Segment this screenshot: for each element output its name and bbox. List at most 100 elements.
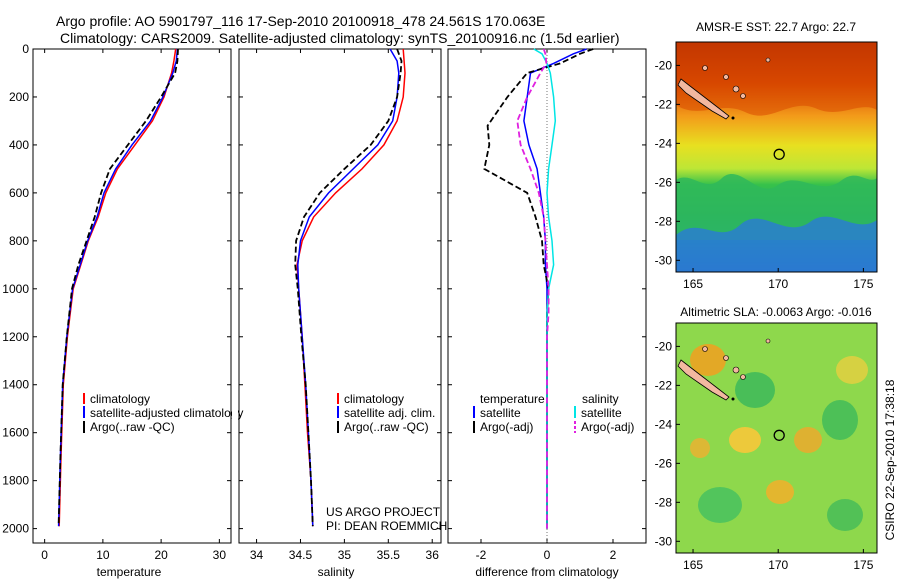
depth-tick-label: 1400 xyxy=(2,378,29,392)
x-tick-label: 34 xyxy=(250,548,264,562)
difference-xlabel: difference from climatology xyxy=(475,565,618,579)
sla-map-title: Altimetric SLA: -0.0063 Argo: -0.016 xyxy=(680,305,872,319)
sst-map-frame xyxy=(675,41,878,273)
island-marker xyxy=(731,116,735,120)
salinity-xlabel: salinity xyxy=(318,565,355,579)
difference-series xyxy=(483,48,594,529)
temperature-legend: climatology satellite-adjusted climatolo… xyxy=(83,392,243,434)
series-line-salinity-argo-adj xyxy=(516,48,550,529)
header-line1: Argo profile: AO 5901797_116 17-Sep-2010… xyxy=(56,13,545,29)
map-y-tick-label: -22 xyxy=(655,378,673,392)
argo-location-marker xyxy=(773,429,785,441)
map-y-tick-label: -26 xyxy=(655,456,673,470)
x-tick-label: 2 xyxy=(610,548,617,562)
salinity-axes: 34 34.5 35 35.5 36 xyxy=(239,48,441,562)
salinity-legend: climatology satellite adj. clim. Argo(..… xyxy=(337,392,435,434)
map-x-tick-label: 175 xyxy=(853,558,873,572)
x-tick-label: 34.5 xyxy=(289,548,313,562)
map-x-tick-label: 165 xyxy=(683,277,703,291)
depth-tick-label: 1600 xyxy=(2,426,29,440)
series-line-argo-raw-qc xyxy=(294,48,403,527)
new-caledonia-land xyxy=(677,78,730,120)
island-marker xyxy=(731,397,735,401)
island-marker xyxy=(740,374,746,380)
sst-warm-tongue xyxy=(676,42,877,116)
legend-title-temperature: temperature xyxy=(480,392,545,406)
x-tick-label: 30 xyxy=(213,548,227,562)
sla-high-anomaly xyxy=(836,356,868,384)
sst-map-field xyxy=(676,42,877,272)
legend-label-temp-argo: Argo(-adj) xyxy=(480,420,533,434)
map-y-tick-label: -22 xyxy=(655,97,673,111)
sst-map-axes: 165 170 175 -20 -22 -24 -26 -28 -30 xyxy=(655,58,874,291)
sla-low-anomaly xyxy=(735,372,775,408)
legend-label-argo: Argo(..raw -QC) xyxy=(90,420,175,434)
series-line-salinity-satellite xyxy=(533,48,557,529)
island-marker xyxy=(702,65,708,71)
depth-tick-label: 1800 xyxy=(2,474,29,488)
depth-tick-label: 400 xyxy=(9,138,29,152)
depth-tick-label: 800 xyxy=(9,234,29,248)
temperature-series xyxy=(57,48,179,527)
sla-high-anomaly xyxy=(729,427,761,453)
sla-map-frame xyxy=(675,322,878,554)
sla-high-anomaly xyxy=(794,427,822,453)
temperature-axes: 0 200 400 600 800 1000 1200 1400 1600 1800 2000 0 10… xyxy=(2,42,231,562)
legend-label-satellite: satellite adj. clim. xyxy=(344,406,435,420)
legend-label-climatology: climatology xyxy=(344,392,404,406)
depth-tick-label: 0 xyxy=(22,42,29,56)
x-tick-label: 10 xyxy=(96,548,110,562)
map-y-tick-label: -28 xyxy=(655,214,673,228)
map-x-tick-label: 175 xyxy=(853,277,873,291)
sst-map-title: AMSR-E SST: 22.7 Argo: 22.7 xyxy=(696,20,856,34)
depth-tick-label: 200 xyxy=(9,90,29,104)
header-line2: Climatology: CARS2009. Satellite-adjuste… xyxy=(60,30,620,46)
island-marker xyxy=(723,355,729,361)
legend-label-sal-argo: Argo(-adj) xyxy=(581,420,634,434)
difference-axes: -2 0 2 xyxy=(448,48,646,562)
legend-label-sal-satellite: satellite xyxy=(581,406,622,420)
depth-tick-label: 600 xyxy=(9,186,29,200)
x-tick-label: 36 xyxy=(426,548,440,562)
series-line-temperature-argo-adj xyxy=(483,48,594,529)
island-marker xyxy=(740,93,746,99)
x-tick-label: 0 xyxy=(544,548,551,562)
x-tick-label: 20 xyxy=(154,548,168,562)
temperature-panel-frame xyxy=(32,48,232,544)
x-tick-label: 35 xyxy=(338,548,352,562)
island-marker xyxy=(723,74,729,80)
temperature-xlabel: temperature xyxy=(97,565,162,579)
map-y-tick-label: -30 xyxy=(655,534,673,548)
series-line-argo-raw-qc xyxy=(57,48,179,527)
map-y-tick-label: -24 xyxy=(655,417,673,431)
depth-tick-label: 2000 xyxy=(2,522,29,536)
sla-map-axes: 165 170 175 -20 -22 -24 -26 -28 -30 xyxy=(655,339,874,572)
map-y-tick-label: -24 xyxy=(655,136,673,150)
map-y-tick-label: -20 xyxy=(655,58,673,72)
creation-stamp: CSIRO 22-Sep-2010 17:38:18 xyxy=(883,379,897,540)
legend-title-salinity: salinity xyxy=(582,392,619,406)
new-caledonia-land xyxy=(677,359,730,401)
series-line-satellite-adjusted-climatology xyxy=(57,48,179,527)
project-annotation-line2: PI: DEAN ROEMMICH xyxy=(326,519,447,533)
project-annotation-line1: US ARGO PROJECT xyxy=(326,505,441,519)
argo-location-marker xyxy=(773,148,785,160)
map-y-tick-label: -20 xyxy=(655,339,673,353)
depth-tick-label: 1000 xyxy=(2,282,29,296)
sst-cool-band xyxy=(676,216,877,272)
depth-tick-label: 1200 xyxy=(2,330,29,344)
x-tick-label: 35.5 xyxy=(377,548,401,562)
x-tick-label: 0 xyxy=(41,548,48,562)
map-x-tick-label: 170 xyxy=(768,277,788,291)
sla-map-field xyxy=(676,323,877,553)
island-marker xyxy=(702,346,708,352)
series-line-climatology xyxy=(58,48,177,527)
sla-high-anomaly xyxy=(690,344,726,376)
x-tick-label: -2 xyxy=(476,548,487,562)
island-marker xyxy=(765,57,771,63)
legend-label-climatology: climatology xyxy=(90,392,150,406)
legend-label-satellite: satellite-adjusted climatology xyxy=(90,406,243,420)
series-line-satellite-adj-clim xyxy=(297,48,400,527)
legend-label-temp-satellite: satellite xyxy=(480,406,521,420)
